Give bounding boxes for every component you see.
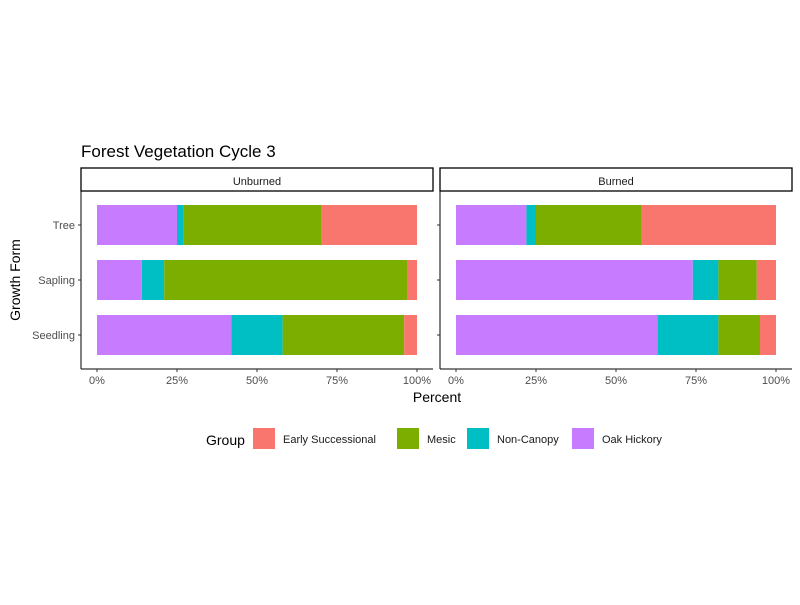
x-tick-label: 0%	[448, 375, 464, 387]
bar-sapling-early-successional	[407, 260, 417, 300]
x-tick-label: 75%	[685, 375, 707, 387]
bar-seedling-early-successional	[760, 315, 776, 355]
legend-label: Early Successional	[283, 434, 376, 446]
legend: Group Early Successional Mesic Non-Canopy O…	[206, 428, 662, 449]
bar-sapling-non-canopy	[141, 260, 165, 300]
x-tick-label: 25%	[166, 375, 188, 387]
legend-swatch	[253, 428, 275, 449]
bar-sapling-mesic	[164, 260, 408, 300]
legend-entry-early-successional: Early Successional	[253, 428, 376, 449]
bar-sapling-oak-hickory	[456, 260, 693, 300]
legend-swatch	[572, 428, 594, 449]
bar-tree-mesic	[536, 205, 642, 245]
bar-seedling-non-canopy	[231, 315, 283, 355]
legend-swatch	[467, 428, 489, 449]
x-tick-label: 0%	[89, 375, 105, 387]
x-tick-label: 100%	[762, 375, 790, 387]
x-tick-label: 50%	[246, 375, 268, 387]
bar-tree-oak-hickory	[97, 205, 177, 245]
x-tick-label: 25%	[525, 375, 547, 387]
bar-tree-mesic	[183, 205, 321, 245]
facet-strip	[439, 167, 793, 192]
facet-strip	[80, 167, 434, 192]
legend-swatch	[397, 428, 419, 449]
bar-sapling-early-successional	[756, 260, 776, 300]
chart-title: Forest Vegetation Cycle 3	[81, 142, 276, 161]
facet-strip-label: Burned	[598, 176, 633, 188]
y-axis-title: Growth Form	[7, 239, 23, 321]
bar-seedling-mesic	[282, 315, 405, 355]
legend-title: Group	[206, 432, 245, 448]
legend-entry-non-canopy: Non-Canopy	[467, 428, 559, 449]
bar-tree-non-canopy	[526, 205, 536, 245]
facet-panels: Unburned 0% 25% 50% 75% 100% Tree Sapling Seedli…	[32, 167, 793, 387]
bar-tree-oak-hickory	[456, 205, 527, 245]
facet-strip-label: Unburned	[233, 176, 281, 188]
legend-label: Mesic	[427, 434, 456, 446]
panel-unburned: Unburned 0% 25% 50% 75% 100% Tree Sapling Seedli…	[32, 167, 434, 387]
y-tick-label: Seedling	[32, 330, 75, 342]
x-tick-label: 50%	[605, 375, 627, 387]
x-tick-label: 75%	[326, 375, 348, 387]
bar-sapling-non-canopy	[692, 260, 719, 300]
bar-sapling-oak-hickory	[97, 260, 142, 300]
bar-tree-early-successional	[321, 205, 417, 245]
bar-seedling-oak-hickory	[97, 315, 232, 355]
x-tick-label: 100%	[403, 375, 431, 387]
panel-burned: Burned 0% 25% 50% 75% 100%	[437, 167, 793, 387]
legend-label: Oak Hickory	[602, 434, 662, 446]
legend-entry-mesic: Mesic	[397, 428, 456, 449]
bar-seedling-oak-hickory	[456, 315, 658, 355]
bar-sapling-mesic	[718, 260, 757, 300]
bar-seedling-non-canopy	[657, 315, 719, 355]
y-tick-label: Sapling	[38, 275, 75, 287]
y-tick-label: Tree	[53, 220, 75, 232]
x-axis-title: Percent	[413, 389, 461, 405]
bar-seedling-early-successional	[404, 315, 417, 355]
legend-label: Non-Canopy	[497, 434, 559, 446]
bar-seedling-mesic	[718, 315, 760, 355]
legend-entry-oak-hickory: Oak Hickory	[572, 428, 662, 449]
bar-tree-non-canopy	[177, 205, 184, 245]
bar-tree-early-successional	[641, 205, 776, 245]
